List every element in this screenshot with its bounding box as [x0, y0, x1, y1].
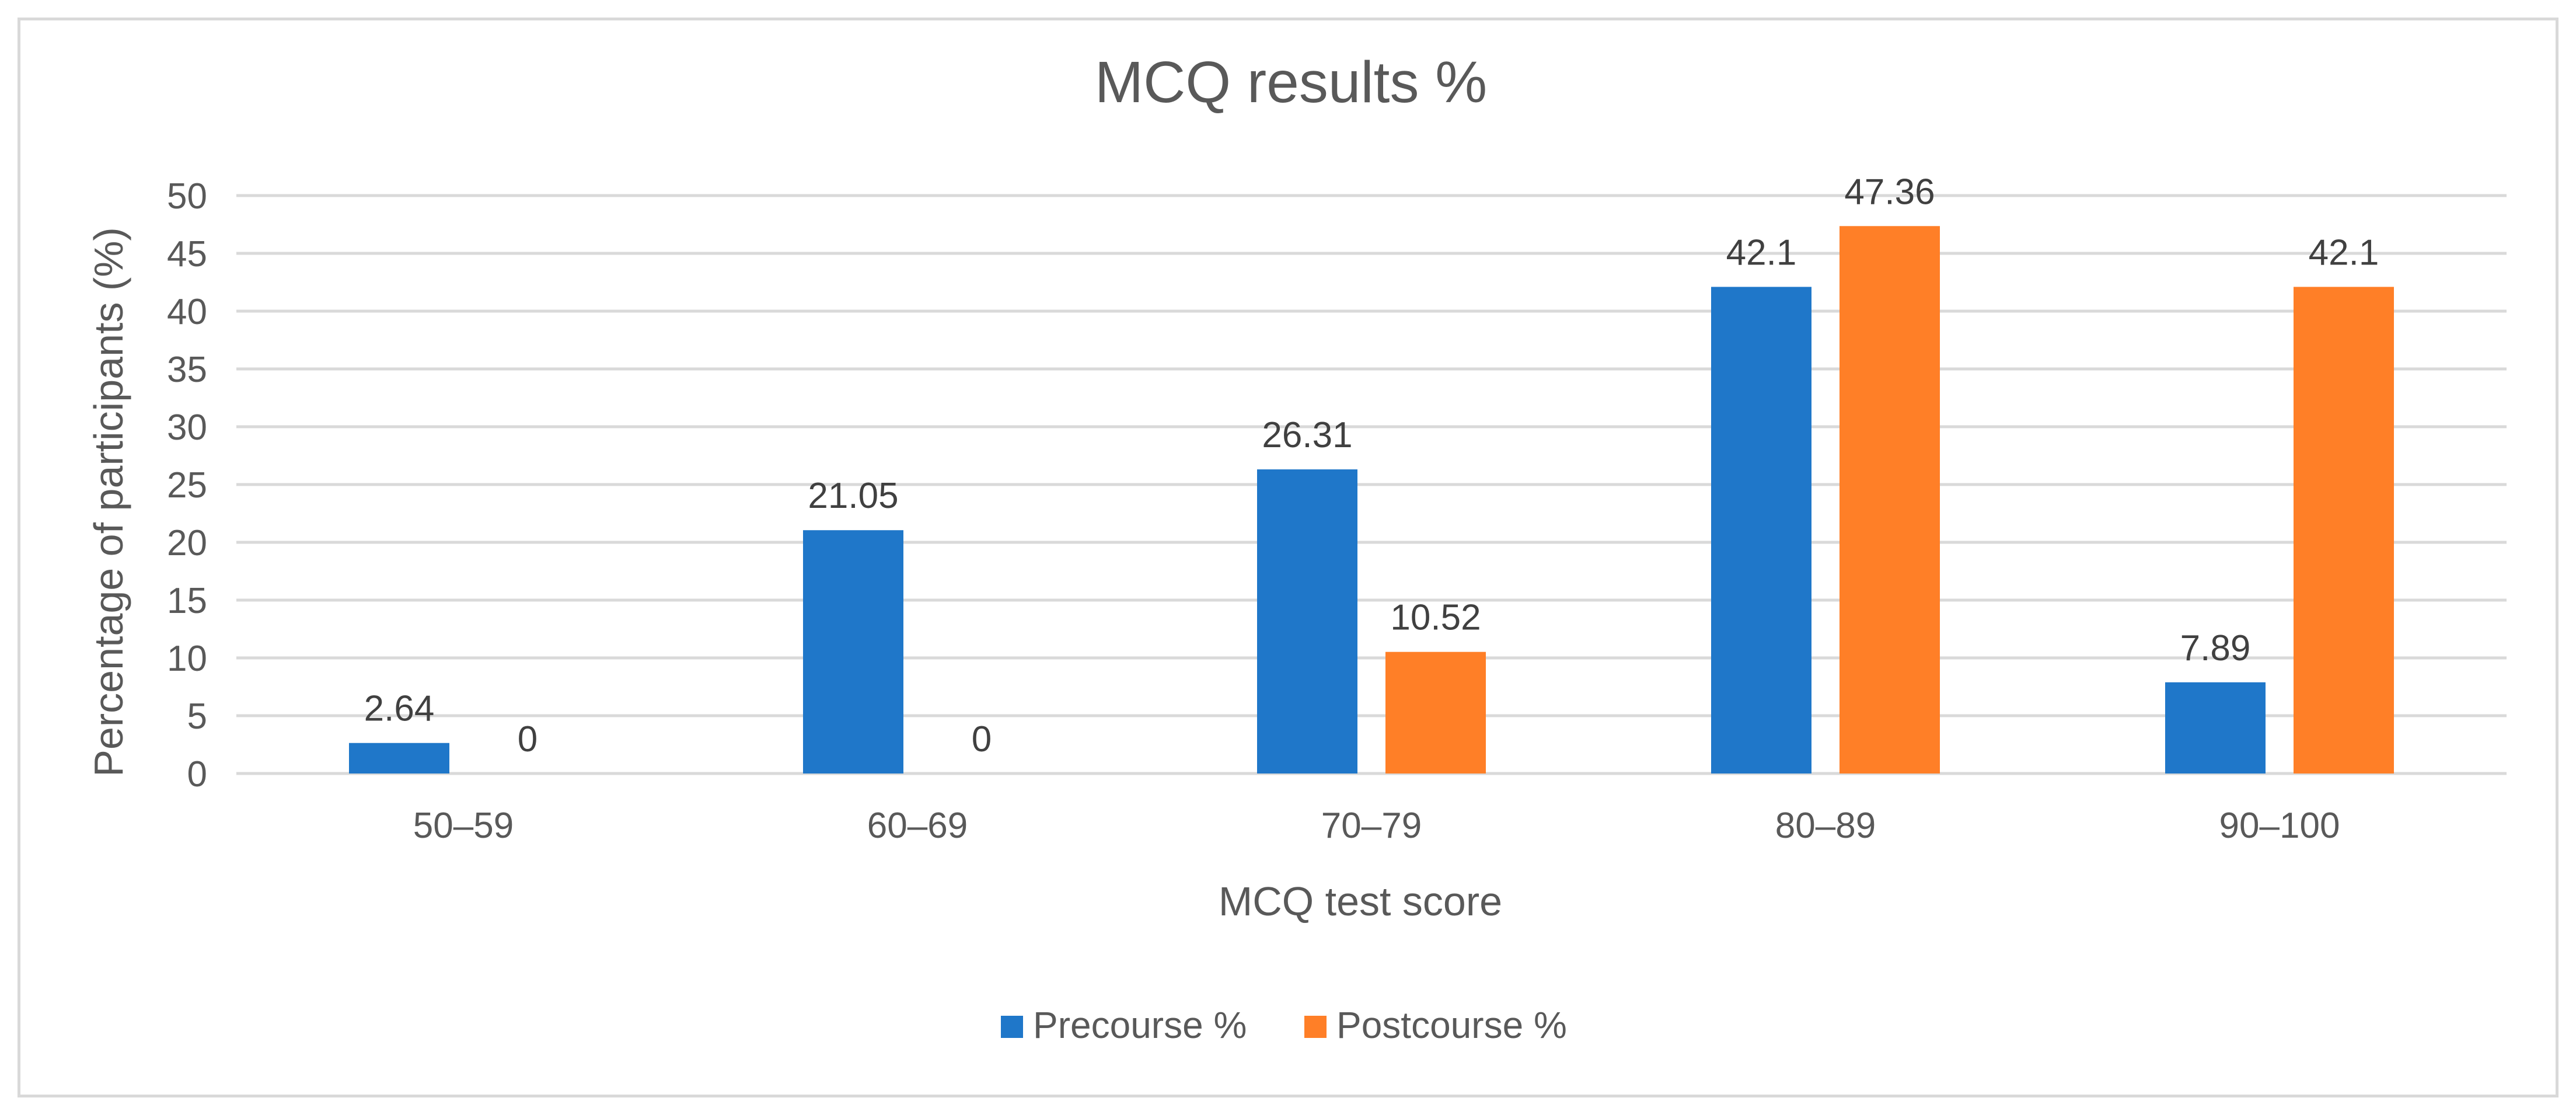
y-axis-ticks: 0 5 10 15 20 25 30 35 40 45 50	[167, 176, 207, 795]
y-tick-label: 0	[187, 754, 207, 795]
bar-precourse	[2165, 682, 2266, 773]
y-tick-label: 40	[167, 292, 207, 332]
y-axis-title: Percentage of participants (%)	[86, 227, 131, 777]
data-label-postcourse: 42.1	[2309, 232, 2379, 273]
x-tick-label: 60–69	[867, 806, 968, 846]
y-tick-label: 50	[167, 176, 207, 217]
data-label-postcourse: 10.52	[1390, 598, 1481, 638]
y-tick-label: 45	[167, 234, 207, 274]
x-tick-label: 50–59	[413, 806, 514, 846]
y-tick-label: 5	[187, 696, 207, 737]
legend-swatch-precourse	[1001, 1016, 1023, 1038]
x-tick-label: 80–89	[1775, 806, 1876, 846]
y-tick-label: 25	[167, 465, 207, 506]
data-label-postcourse: 0	[972, 719, 992, 759]
x-axis-title: MCQ test score	[1219, 879, 1502, 924]
y-tick-label: 15	[167, 581, 207, 621]
data-label-precourse: 42.1	[1726, 232, 1797, 273]
data-label-precourse: 2.64	[364, 689, 435, 729]
x-axis-ticks: 50–59 60–69 70–79 80–89 90–100	[413, 806, 2340, 846]
legend-label-postcourse: Postcourse %	[1336, 1004, 1567, 1046]
data-label-postcourse: 0	[518, 719, 537, 759]
bar-precourse	[1711, 287, 1811, 773]
data-label-precourse: 21.05	[808, 476, 898, 516]
chart-title: MCQ results %	[1095, 50, 1487, 115]
x-tick-label: 70–79	[1321, 806, 1422, 846]
bar-postcourse	[1385, 651, 1486, 773]
bar-precourse	[1257, 469, 1357, 773]
x-tick-label: 90–100	[2219, 806, 2340, 846]
bars: 2.64 0 21.05 0 26.31 10.52 42.1 47.36 7.89 42.1	[349, 172, 2394, 774]
gridlines	[236, 194, 2507, 775]
y-tick-label: 10	[167, 639, 207, 679]
bar-postcourse	[2294, 287, 2394, 773]
y-tick-label: 35	[167, 350, 207, 390]
legend-swatch-postcourse	[1304, 1016, 1327, 1038]
legend: Precourse % Postcourse %	[1001, 1004, 1567, 1046]
chart-frame: MCQ results % 0 5 10 15 20 25 30 35 40 45 50 2.64 0…	[18, 18, 2558, 1097]
data-label-postcourse: 47.36	[1844, 172, 1935, 212]
data-label-precourse: 7.89	[2180, 628, 2251, 668]
y-tick-label: 20	[167, 523, 207, 563]
bar-precourse	[349, 743, 449, 773]
y-tick-label: 30	[167, 407, 207, 448]
bar-postcourse	[1839, 226, 1940, 774]
bar-chart: MCQ results % 0 5 10 15 20 25 30 35 40 45 50 2.64 0…	[86, 50, 2507, 1046]
data-label-precourse: 26.31	[1262, 415, 1352, 455]
bar-precourse	[803, 530, 903, 773]
legend-label-precourse: Precourse %	[1033, 1004, 1247, 1046]
